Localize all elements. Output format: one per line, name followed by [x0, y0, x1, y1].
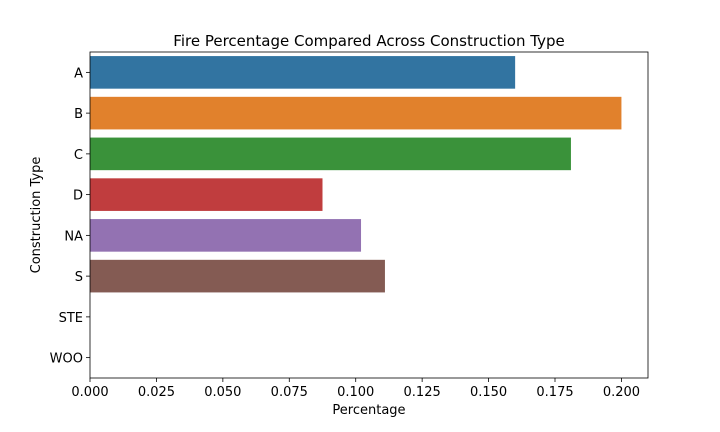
x-tick-label: 0.075 — [271, 385, 308, 400]
x-tick-label: 0.175 — [536, 385, 573, 400]
bar-d — [90, 178, 323, 211]
bar-a — [90, 56, 516, 89]
y-tick-label: NA — [64, 229, 83, 244]
x-ticks-group: 0.000 0.025 0.050 0.075 0.100 0.125 0.150 0.175… — [71, 378, 640, 400]
bars-group — [90, 56, 622, 293]
y-tick-label: D — [73, 189, 83, 204]
x-axis-label: Percentage — [332, 403, 405, 418]
x-tick-label: 0.050 — [204, 385, 241, 400]
x-tick-label: 0.125 — [404, 385, 441, 400]
bar-na — [90, 219, 362, 252]
y-tick-label: S — [75, 270, 83, 285]
x-tick-label: 0.200 — [603, 385, 640, 400]
y-tick-label: STE — [59, 311, 83, 326]
plot-frame — [89, 51, 649, 379]
y-axis-label: Construction Type — [29, 157, 44, 274]
chart-title: Fire Percentage Compared Across Construc… — [173, 32, 564, 50]
y-tick-label: C — [74, 148, 83, 163]
y-tick-label: A — [74, 66, 83, 81]
y-tick-label: B — [74, 107, 83, 122]
bar-c — [90, 137, 571, 171]
x-tick-label: 0.100 — [337, 385, 374, 400]
bar-s — [90, 259, 385, 293]
x-tick-label: 0.150 — [470, 385, 507, 400]
x-tick-label: 0.000 — [71, 385, 108, 400]
bar-b — [90, 96, 622, 130]
y-tick-label: WOO — [50, 352, 83, 367]
y-ticks-group: A B C D NA S STE WOO — [50, 66, 90, 367]
x-tick-label: 0.025 — [138, 385, 175, 400]
